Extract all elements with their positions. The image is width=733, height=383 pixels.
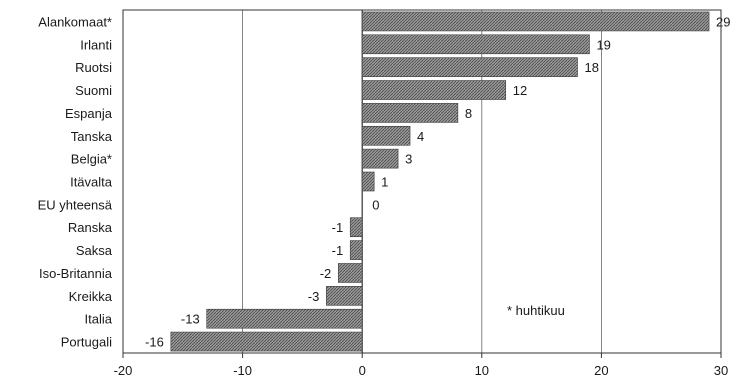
category-label-2: Ruotsi (75, 60, 112, 75)
category-label-1: Irlanti (80, 37, 112, 52)
value-label-7: 1 (381, 175, 388, 190)
category-label-9: Ranska (68, 220, 113, 235)
bar-10 (349, 240, 363, 260)
value-label-3: 12 (513, 83, 527, 98)
category-label-6: Belgia* (71, 152, 112, 167)
bar-7 (361, 171, 375, 192)
bar-9 (349, 217, 363, 238)
bar-11 (337, 263, 363, 283)
bar-2 (361, 57, 578, 77)
x-tick-label-4: 20 (594, 363, 608, 378)
value-label-5: 4 (417, 129, 424, 144)
bar-3 (361, 80, 507, 100)
value-label-2: 18 (584, 60, 598, 75)
bar-6 (361, 148, 399, 169)
category-label-3: Suomi (75, 83, 112, 98)
bar-12 (326, 286, 363, 306)
category-label-14: Portugali (61, 335, 112, 350)
x-tick-label-2: 0 (359, 363, 366, 378)
x-tick-label-3: 10 (475, 363, 489, 378)
category-label-10: Saksa (76, 243, 113, 258)
bar-1 (361, 34, 590, 55)
category-label-11: Iso-Britannia (39, 266, 113, 281)
bar-14 (170, 331, 363, 352)
x-tick-label-1: -10 (233, 363, 252, 378)
category-label-5: Tanska (71, 129, 113, 144)
bar-5 (361, 125, 411, 146)
bar-4 (361, 103, 459, 123)
category-label-12: Kreikka (69, 289, 113, 304)
value-label-1: 19 (596, 37, 610, 52)
footnote-annotation: * huhtikuu (507, 303, 565, 318)
bar-13 (206, 308, 363, 329)
bar-0 (361, 11, 710, 32)
value-label-10: -1 (332, 243, 344, 258)
value-label-13: -13 (181, 312, 200, 327)
x-tick-label-0: -20 (114, 363, 133, 378)
category-label-0: Alankomaat* (38, 14, 112, 29)
category-label-7: Itävalta (70, 175, 113, 190)
value-label-8: 0 (372, 197, 379, 212)
value-label-12: -3 (308, 289, 320, 304)
x-tick-label-5: 30 (714, 363, 728, 378)
value-label-6: 3 (405, 152, 412, 167)
plot-frame (122, 9, 722, 354)
category-label-8: EU yhteensä (38, 197, 113, 212)
value-label-0: 29 (716, 14, 730, 29)
value-label-9: -1 (332, 220, 344, 235)
value-label-11: -2 (320, 266, 332, 281)
value-label-14: -16 (145, 335, 164, 350)
category-label-13: Italia (85, 312, 113, 327)
category-label-4: Espanja (65, 106, 113, 121)
value-label-4: 8 (465, 106, 472, 121)
